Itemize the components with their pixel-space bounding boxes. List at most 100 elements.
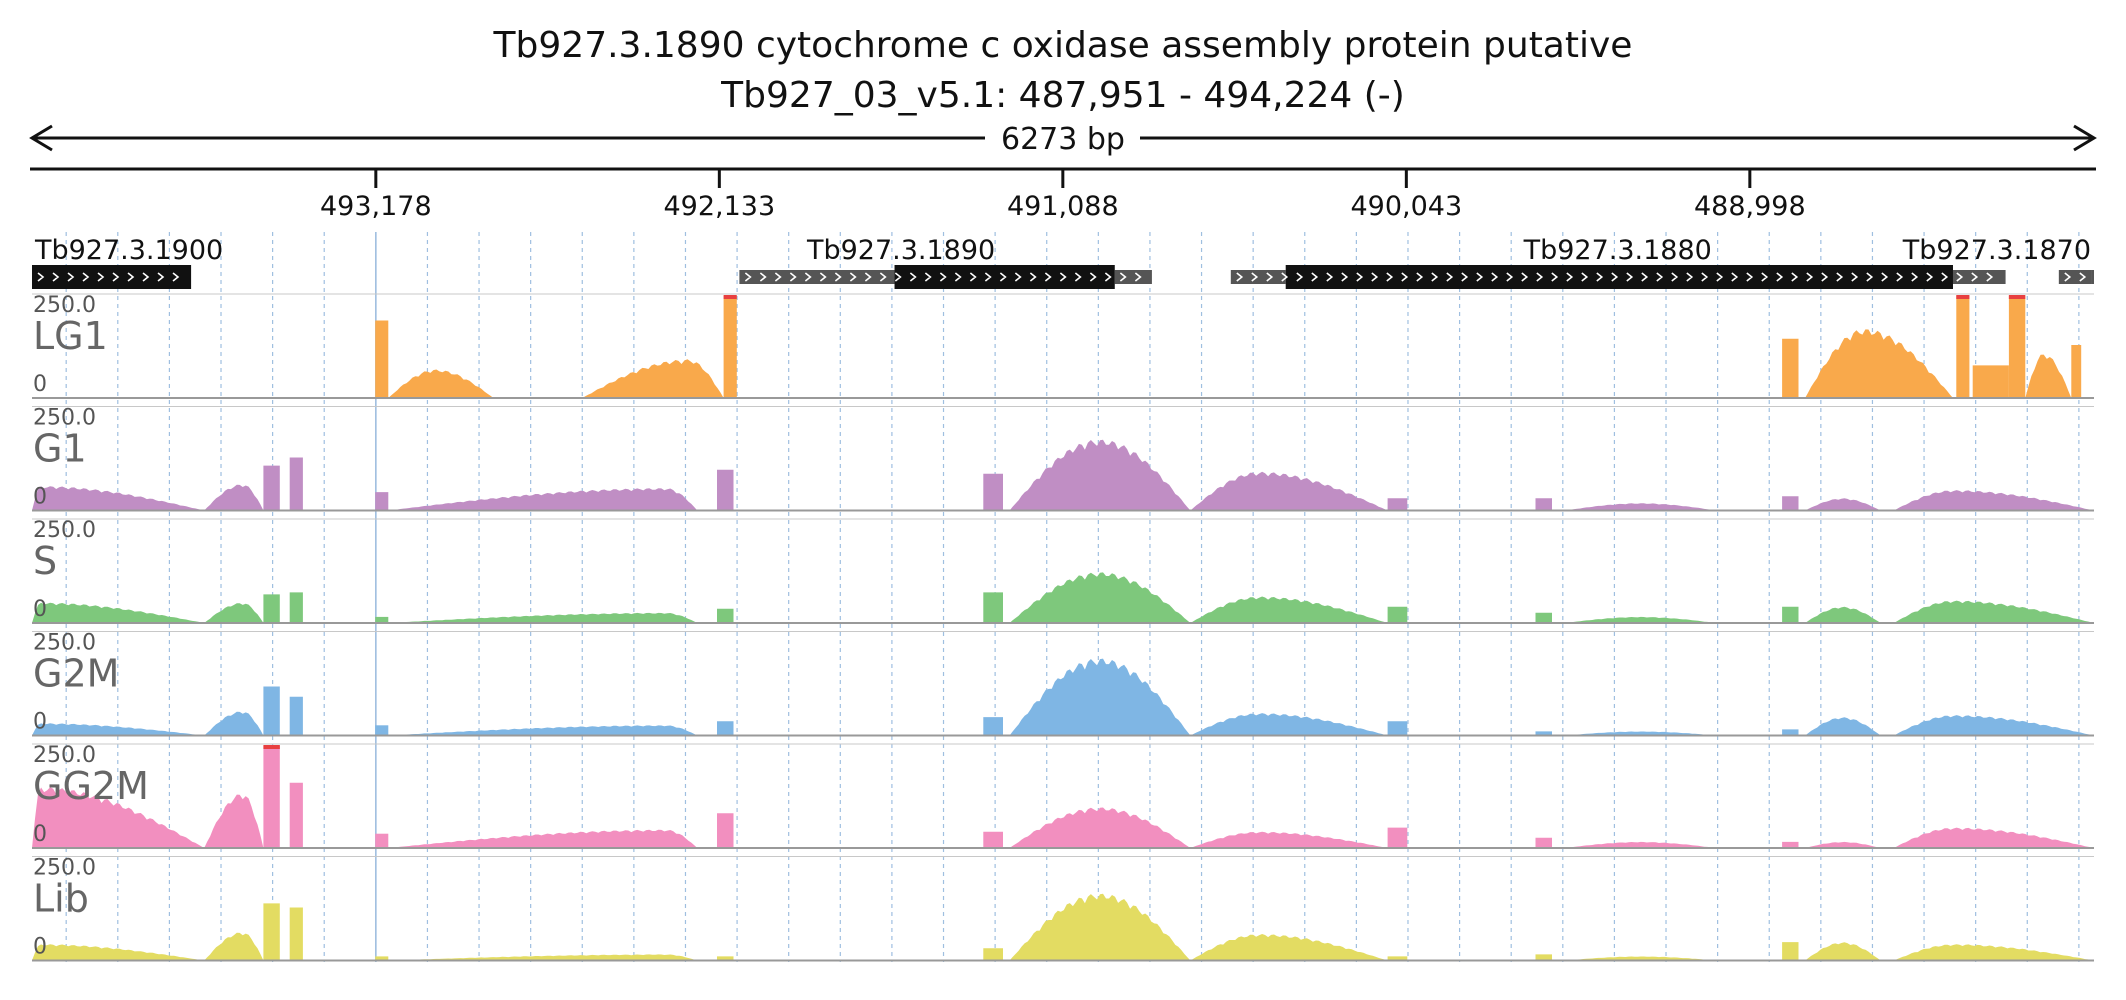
coverage-block [375, 725, 389, 736]
coverage-block [1782, 942, 1799, 961]
coverage-block [1009, 572, 1191, 623]
coverage-block [717, 469, 734, 511]
coverage-block [289, 907, 303, 961]
coverage-block [289, 457, 303, 511]
coverage-block [263, 465, 280, 511]
coverage-block [204, 711, 264, 736]
coverage-block [388, 369, 494, 398]
coverage-block [289, 592, 303, 623]
gene-utr [2091, 270, 2094, 284]
coverage-block [388, 954, 698, 961]
coverage-block [1190, 596, 1388, 623]
gene-strand-arrows [744, 272, 1142, 282]
coverage-block [1782, 841, 1799, 848]
track-gg2m: 250.0 0 GG2M [32, 743, 2094, 849]
gene-label: Tb927.3.1870 [1902, 235, 2091, 266]
track-name-label: LG1 [33, 314, 108, 358]
coverage-block [1535, 498, 1552, 511]
coverage-block [2008, 296, 2026, 398]
span-label: 6273 bp [1001, 122, 1125, 157]
coverage-block [32, 602, 205, 623]
coverage-block [1190, 471, 1388, 511]
track-ymax-label: 250.0 [33, 518, 96, 543]
coverage-block [1956, 296, 1970, 398]
coverage-block [1009, 439, 1191, 511]
track-s: 250.0 0 S [32, 518, 2094, 624]
gene-label: Tb927.3.1890 [806, 235, 995, 266]
clip-marker [2008, 295, 2026, 299]
gene-strand-arrows [1236, 272, 1994, 282]
coverage-block [1805, 841, 1881, 848]
coverage-block [1893, 490, 2094, 511]
coverage-block [983, 592, 1003, 623]
chart-subtitle: Tb927_03_v5.1: 487,951 - 494,224 (-) [720, 75, 1405, 116]
coverage-block [1782, 606, 1799, 623]
track-ymax-label: 250.0 [33, 743, 96, 768]
coverage-block [983, 948, 1003, 961]
axis-tick-label: 488,998 [1694, 191, 1806, 222]
gene-utr [1230, 270, 1286, 284]
coverage-block [263, 686, 280, 736]
clip-marker [263, 745, 280, 749]
clip-marker [723, 295, 737, 299]
track-lg1: 250.0 0 LG1 [32, 293, 2094, 399]
coverage-block [1805, 498, 1881, 511]
coverage-block [388, 488, 698, 511]
axis-tick-label: 490,043 [1351, 191, 1463, 222]
track-ymax-label: 250.0 [33, 631, 96, 656]
coverage-block [1805, 942, 1881, 961]
axis-tick-label: 493,178 [320, 191, 432, 222]
coordinate-axis: 493,178 492,133 491,088 490,043 488,998 [30, 167, 2096, 222]
coverage-block [1782, 496, 1799, 511]
coverage-block [1782, 338, 1799, 398]
coverage-block [1387, 956, 1408, 961]
coverage-block [388, 829, 698, 848]
coverage-block [375, 616, 389, 623]
gene-label: Tb927.3.1880 [1523, 235, 1712, 266]
coverage-block [1190, 713, 1388, 736]
coverage-block [1009, 807, 1191, 848]
clip-marker [1956, 295, 1970, 299]
coverage-block [263, 594, 280, 623]
coverage-block [263, 746, 280, 848]
coverage-block [1009, 893, 1191, 961]
coverage-block [289, 696, 303, 736]
coverage-block [1805, 329, 1953, 398]
coverage-block [1387, 827, 1408, 848]
coverage-block [1387, 498, 1408, 511]
coverage-block [375, 956, 389, 961]
track-ymax-label: 250.0 [33, 856, 96, 881]
coverage-block [388, 612, 698, 623]
coverage-block [582, 359, 724, 398]
coverage-block [983, 473, 1003, 511]
coverage-block [1190, 831, 1388, 848]
coverage-block [388, 725, 698, 736]
coverage-block [723, 296, 737, 398]
track-ymin-label: 0 [33, 485, 47, 510]
coverage-block [32, 723, 205, 736]
coverage-block [1535, 731, 1552, 736]
coverage-block [1565, 841, 1717, 848]
coverage-block [375, 833, 389, 848]
gene-strand-arrows [2064, 272, 2087, 282]
track-lib: 250.0 0 Lib [32, 856, 2094, 962]
span-arrow-left-head [29, 124, 53, 152]
span-indicator: 6273 bp [29, 122, 2097, 157]
coverage-block [32, 486, 205, 511]
gene-utr [2058, 270, 2092, 284]
coverage-block [1387, 606, 1408, 623]
coverage-block [717, 813, 734, 848]
coverage-block [717, 721, 734, 736]
coverage-block [32, 787, 205, 848]
coverage-block [1893, 827, 2094, 848]
coverage-block [204, 484, 264, 511]
track-name-label: G1 [33, 427, 87, 471]
track-ymax-label: 250.0 [33, 406, 96, 431]
track-name-label: Lib [33, 877, 89, 921]
gene-cds [1285, 265, 1953, 289]
span-arrow-right-head [2073, 124, 2097, 152]
track-ymin-label: 0 [33, 372, 47, 397]
track-g2m: 250.0 0 G2M [32, 631, 2094, 737]
coverage-block [983, 831, 1003, 848]
